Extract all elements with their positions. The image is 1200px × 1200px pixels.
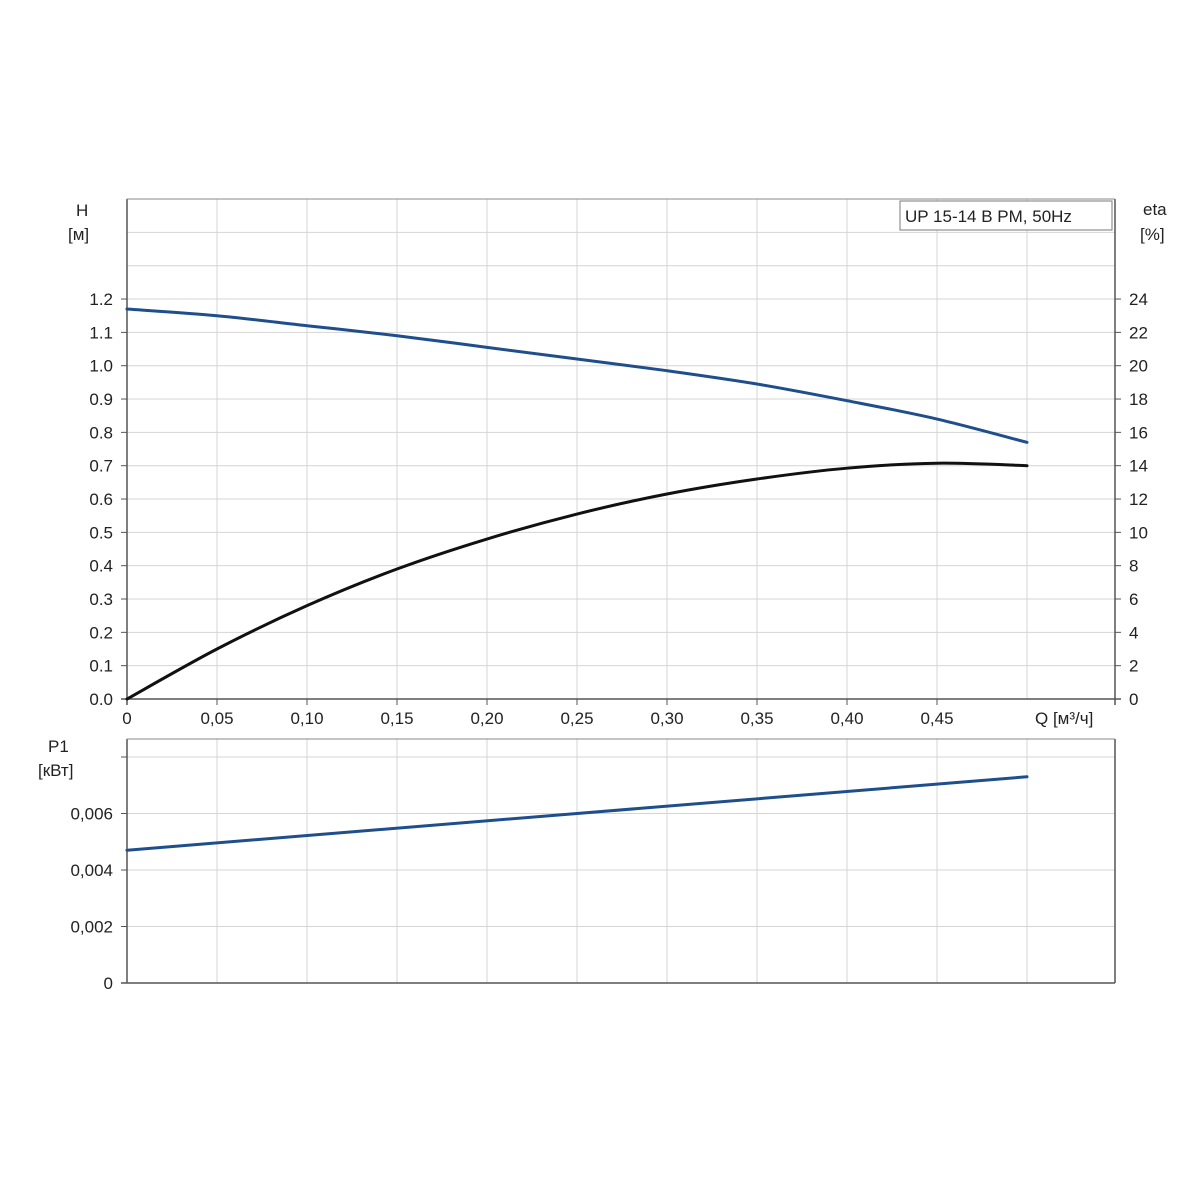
head-tick-label: 0.2 [89,623,113,642]
bottom-grid [127,739,1115,983]
flow-tick-label: 0,20 [470,709,503,728]
head-tick-label: 0.8 [89,423,113,442]
power-axis-unit: [кВт] [38,761,73,780]
flow-tick-label: 0 [122,709,131,728]
flow-axis-ticks: 0 0,05 0,10 0,15 0,20 0,25 0,30 0,35 0,40 0,45 [122,699,954,728]
eta-tick-label: 0 [1129,690,1138,709]
eta-tick-label: 16 [1129,423,1148,442]
top-plot-frame [121,198,1121,705]
head-curve [125,307,1029,444]
power-tick-label: 0 [104,974,113,993]
head-tick-label: 0.3 [89,590,113,609]
eta-tick-label: 22 [1129,323,1148,342]
eta-tick-label: 20 [1129,357,1148,376]
head-tick-label: 1.0 [89,357,113,376]
eta-axis-unit: [%] [1140,225,1165,244]
eta-tick-label: 14 [1129,457,1148,476]
flow-tick-label: 0,35 [740,709,773,728]
flow-tick-label: 0,15 [380,709,413,728]
flow-tick-label: 0,45 [920,709,953,728]
power-axis-ticks: 0 0,002 0,004 0,006 [70,756,127,993]
eta-tick-label: 18 [1129,390,1148,409]
head-tick-label: 0.0 [89,690,113,709]
eta-tick-label: 8 [1129,557,1138,576]
head-axis-name: H [76,201,88,220]
head-tick-label: 0.4 [89,557,113,576]
power-tick-label: 0,006 [70,805,113,824]
power-curve [125,775,1029,852]
flow-tick-label: 0,05 [200,709,233,728]
eta-tick-label: 24 [1129,290,1148,309]
legend-title: UP 15-14 B PM, 50Hz [905,207,1072,226]
power-tick-label: 0,002 [70,918,113,937]
head-tick-label: 0.7 [89,457,113,476]
power-tick-label: 0,004 [70,861,113,880]
head-tick-label: 0.1 [89,657,113,676]
flow-tick-label: 0,10 [290,709,323,728]
eta-tick-label: 12 [1129,490,1148,509]
flow-axis-label: Q [м³/ч] [1035,709,1093,728]
head-tick-label: 0.9 [89,390,113,409]
head-tick-label: 0.5 [89,523,113,542]
head-tick-label: 0.6 [89,490,113,509]
head-tick-label: 1.1 [89,323,113,342]
eta-tick-label: 10 [1129,523,1148,542]
flow-tick-label: 0,30 [650,709,683,728]
bottom-series [125,775,1029,852]
eta-tick-label: 4 [1129,623,1138,642]
power-plot: 0 0,002 0,004 0,006 P1 [кВт] [38,737,1116,993]
head-axis-unit: [м] [68,225,89,244]
legend-box: UP 15-14 B PM, 50Hz [899,200,1113,231]
top-series [125,307,1029,701]
eta-tick-label: 2 [1129,657,1138,676]
flow-tick-label: 0,25 [560,709,593,728]
head-axis-ticks: 0.0 0.1 0.2 0.3 0.4 0.5 0.6 0.7 0.8 0.9 1.0 1.1 1.2 [89,290,127,709]
power-axis-name: P1 [48,737,69,756]
head-tick-label: 1.2 [89,290,113,309]
bottom-plot-frame [121,738,1116,984]
eta-tick-label: 6 [1129,590,1138,609]
head-efficiency-plot: 0.00.10.20.30.40.50.60.70.80.91.01.11.2 … [68,198,1167,728]
efficiency-curve [125,461,1029,701]
flow-tick-label: 0,40 [830,709,863,728]
top-grid [127,199,1115,700]
eta-axis-name: eta [1143,200,1167,219]
